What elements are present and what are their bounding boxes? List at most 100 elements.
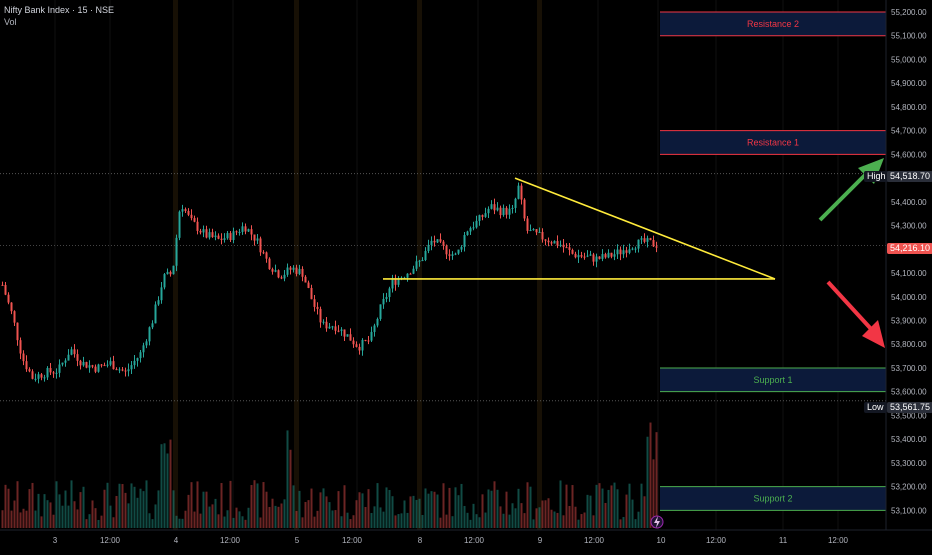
volume-bar <box>97 519 100 528</box>
volume-bar <box>466 512 469 528</box>
volume-bar <box>139 488 142 528</box>
volume-bar <box>634 519 637 528</box>
volume-bar <box>232 517 235 528</box>
volume-bar <box>412 495 415 528</box>
candle-body <box>415 261 418 269</box>
candle-body <box>529 229 532 231</box>
candle-body <box>211 232 214 238</box>
volume-bar <box>313 516 316 528</box>
candle-body <box>526 218 529 231</box>
candle-body <box>397 278 400 285</box>
volume-bar <box>4 484 7 528</box>
time-tick-label: 8 <box>418 536 423 545</box>
volume-bar <box>619 519 622 528</box>
volume-bar <box>496 489 499 528</box>
volume-bar <box>70 480 73 528</box>
price-tick-label: 53,800.00 <box>891 340 927 349</box>
candle-body <box>55 372 58 374</box>
price-tick-label: 54,800.00 <box>891 103 927 112</box>
volume-bar <box>553 511 556 528</box>
volume-bar <box>127 503 130 528</box>
candle-body <box>601 254 604 259</box>
price-tick-label: 53,900.00 <box>891 316 927 325</box>
candle-body <box>43 377 46 379</box>
candle-body <box>271 269 274 272</box>
candle-body <box>571 249 574 254</box>
volume-bar <box>586 494 589 528</box>
volume-bar <box>379 507 382 528</box>
volume-bar <box>442 483 445 528</box>
candle-body <box>517 185 520 199</box>
volume-bar <box>640 483 643 528</box>
volume-bar <box>514 508 517 528</box>
candle-body <box>73 349 76 355</box>
volume-bar <box>397 514 400 528</box>
candle-body <box>16 322 19 341</box>
candle-body <box>208 232 211 238</box>
candle-body <box>79 360 82 366</box>
volume-bar <box>247 507 250 528</box>
volume-bar <box>46 500 49 528</box>
candle-body <box>472 227 475 229</box>
volume-bar <box>109 505 112 528</box>
volume-bar <box>289 449 292 528</box>
candle-body <box>139 352 142 359</box>
candle-body <box>352 340 355 345</box>
price-tick-label: 53,400.00 <box>891 435 927 444</box>
zone-label: Support 2 <box>753 493 792 503</box>
candle-body <box>475 220 478 228</box>
time-tick-label: 10 <box>657 536 666 545</box>
candle-body <box>313 299 316 307</box>
candle-body <box>406 273 409 278</box>
volume-bar <box>517 488 520 528</box>
volume-bar <box>328 502 331 528</box>
volume-bar <box>271 498 274 528</box>
volume-bar <box>256 483 259 528</box>
candle-body <box>220 238 223 240</box>
volume-bar <box>133 486 136 528</box>
volume-bar <box>331 510 334 528</box>
volume-bar <box>196 481 199 528</box>
volume-bar <box>463 505 466 528</box>
volume-bar <box>262 482 265 528</box>
candle-body <box>604 254 607 258</box>
candle-body <box>34 378 37 380</box>
candle-body <box>292 267 295 270</box>
candle-body <box>250 229 253 235</box>
price-tick-label: 53,300.00 <box>891 459 927 468</box>
time-tick-label: 12:00 <box>706 536 727 545</box>
volume-bar <box>568 506 571 528</box>
candle-body <box>37 374 40 379</box>
volume-bar <box>307 500 310 528</box>
volume-bar <box>601 488 604 528</box>
zone-box <box>660 486 886 511</box>
candle-body <box>295 267 298 274</box>
candle-body <box>502 207 505 216</box>
volume-bar <box>205 491 208 528</box>
volume-bar <box>364 506 367 528</box>
volume-bar <box>436 494 439 528</box>
volume-bar <box>304 501 307 528</box>
session-separator <box>537 0 542 530</box>
candle-body <box>583 256 586 258</box>
candle-body <box>649 238 652 241</box>
candle-body <box>253 234 256 241</box>
candle-body <box>205 229 208 238</box>
candle-body <box>181 209 184 212</box>
volume-bar <box>184 510 187 528</box>
volume-bar <box>556 512 559 528</box>
arrow-up-shaft <box>818 168 872 222</box>
candle-body <box>7 294 10 303</box>
volume-bar <box>334 510 337 528</box>
candle-body <box>319 308 322 323</box>
candle-body <box>622 250 625 255</box>
volume-bar <box>649 422 652 528</box>
candle-body <box>367 340 370 342</box>
lightning-glyph <box>654 516 660 528</box>
price-tick-label: 54,600.00 <box>891 150 927 159</box>
time-tick-label: 12:00 <box>220 536 241 545</box>
zone-box <box>660 367 886 392</box>
candle-body <box>469 228 472 232</box>
